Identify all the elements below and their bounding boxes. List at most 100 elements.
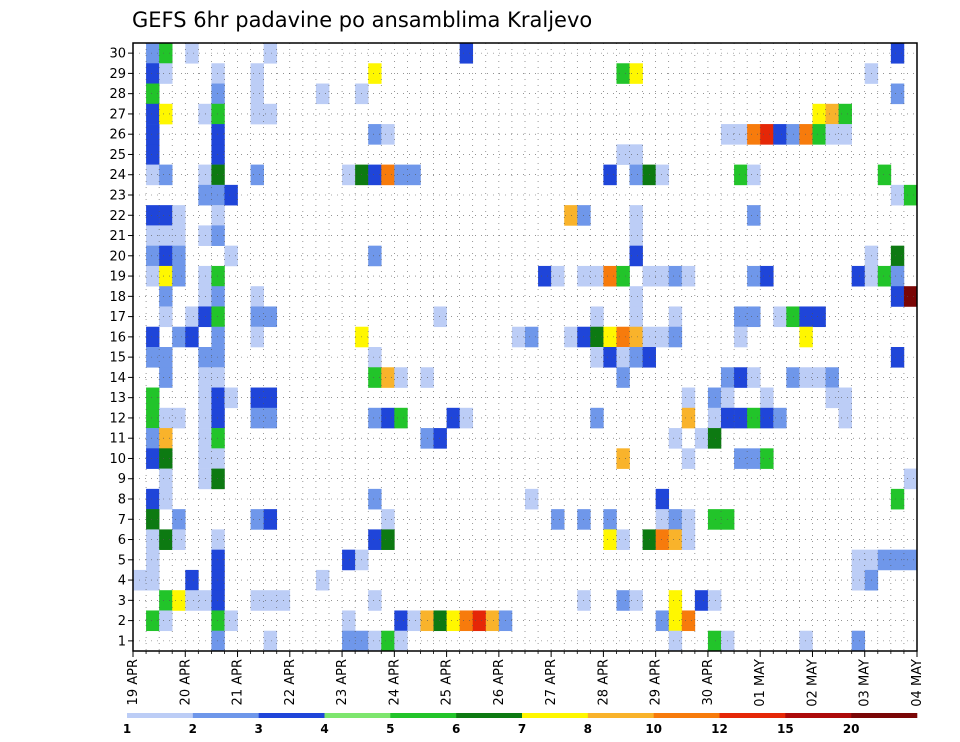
y-tick-label: 6 bbox=[118, 533, 126, 548]
heatmap-cell bbox=[629, 144, 643, 165]
heatmap-cell bbox=[590, 306, 604, 328]
heatmap-cell bbox=[185, 326, 199, 348]
heatmap-cell bbox=[694, 590, 709, 611]
heatmap-cell bbox=[668, 610, 683, 632]
y-tick-label: 14 bbox=[109, 371, 126, 386]
heatmap-cell bbox=[159, 245, 173, 267]
x-tick-label: 30 APR bbox=[701, 659, 716, 705]
heatmap-cell bbox=[485, 610, 500, 632]
heatmap-cell bbox=[773, 124, 787, 145]
heatmap-cell bbox=[368, 347, 382, 368]
heatmap-cell bbox=[629, 63, 643, 84]
heatmap-cell bbox=[851, 569, 866, 591]
heatmap-cell bbox=[616, 529, 630, 550]
heatmap-cell bbox=[185, 306, 199, 328]
heatmap-cell bbox=[172, 326, 186, 348]
heatmap-cell bbox=[616, 448, 630, 469]
y-tick-label: 27 bbox=[109, 107, 126, 122]
heatmap-cell bbox=[799, 326, 813, 348]
heatmap-cell bbox=[381, 164, 395, 186]
heatmap-cell bbox=[211, 610, 225, 632]
heatmap-cell bbox=[655, 488, 670, 510]
heatmap-cell bbox=[224, 610, 238, 632]
heatmap-cell bbox=[159, 43, 173, 64]
x-axis: 19 APR 20 APR 21 APR 22 APR 23 APR 24 APR 25 A… bbox=[126, 651, 925, 707]
legend-level-label: 6 bbox=[452, 722, 460, 736]
heatmap-cell bbox=[146, 488, 160, 510]
heatmap-cell bbox=[211, 124, 225, 145]
heatmap-cell bbox=[668, 326, 683, 348]
heatmap-cell bbox=[250, 286, 264, 307]
y-tick-label: 29 bbox=[109, 67, 126, 82]
heatmap-cell bbox=[407, 610, 421, 632]
heatmap-cell bbox=[159, 448, 173, 469]
heatmap-cell bbox=[851, 549, 866, 571]
legend-color-swatch bbox=[785, 713, 852, 718]
heatmap-cell bbox=[747, 164, 761, 186]
heatmap-cell bbox=[224, 245, 238, 267]
legend-level-label: 8 bbox=[584, 722, 592, 736]
heatmap-cell bbox=[590, 265, 604, 287]
heatmap-cell bbox=[250, 407, 264, 429]
heatmap-cell bbox=[211, 529, 225, 550]
heatmap-cell bbox=[812, 306, 826, 328]
heatmap-cell bbox=[211, 265, 225, 287]
x-tick-label: 25 APR bbox=[440, 659, 455, 705]
heatmap-cell bbox=[603, 164, 617, 186]
heatmap-cell bbox=[838, 387, 852, 409]
heatmap-cell bbox=[616, 144, 630, 165]
heatmap-cell bbox=[368, 367, 382, 388]
heatmap-cell bbox=[368, 407, 382, 429]
heatmap-cell bbox=[707, 590, 722, 611]
heatmap-cell bbox=[250, 103, 264, 125]
y-tick-label: 11 bbox=[109, 432, 126, 447]
heatmap-cell bbox=[433, 610, 447, 632]
heatmap-cell bbox=[159, 529, 173, 550]
heatmap-cell bbox=[681, 529, 696, 550]
heatmap-cell bbox=[616, 326, 630, 348]
heatmap-cell bbox=[146, 529, 160, 550]
heatmap-cell bbox=[250, 63, 264, 84]
heatmap-cell bbox=[629, 164, 643, 186]
heatmap-cell bbox=[668, 428, 683, 449]
heatmap-cell bbox=[707, 428, 722, 449]
heatmap-cell bbox=[159, 468, 173, 490]
y-tick-label: 10 bbox=[109, 452, 126, 467]
heatmap-cell bbox=[734, 367, 748, 388]
heatmap-cell bbox=[146, 407, 160, 429]
heatmap-cell bbox=[211, 630, 225, 652]
heatmap-cell bbox=[146, 448, 160, 469]
heatmap-cell bbox=[159, 488, 173, 510]
y-tick-label: 18 bbox=[109, 290, 126, 305]
x-tick-label: 03 MAY bbox=[858, 659, 873, 707]
legend-level-label: 20 bbox=[843, 722, 860, 736]
heatmap-cell bbox=[211, 103, 225, 125]
heatmap-cell bbox=[903, 184, 918, 206]
heatmap-cell bbox=[629, 347, 643, 368]
heatmap-cell bbox=[368, 529, 382, 550]
heatmap-cell bbox=[603, 326, 617, 348]
heatmap-cell bbox=[838, 407, 852, 429]
heatmap-cell bbox=[629, 306, 643, 328]
y-tick-label: 16 bbox=[109, 330, 126, 345]
heatmap-cell bbox=[760, 387, 774, 409]
heatmap-cell bbox=[760, 124, 774, 145]
heatmap-cell bbox=[159, 428, 173, 449]
heatmap-cell bbox=[903, 286, 918, 307]
heatmap-cell bbox=[812, 103, 826, 125]
heatmap-cell bbox=[211, 164, 225, 186]
heatmap-cell bbox=[211, 286, 225, 307]
legend-level-label: 3 bbox=[254, 722, 262, 736]
heatmap-cell bbox=[590, 407, 604, 429]
heatmap-cell bbox=[903, 549, 918, 571]
heatmap-cell bbox=[799, 306, 813, 328]
heatmap-cell bbox=[459, 43, 474, 64]
heatmap-cell bbox=[825, 367, 839, 388]
heatmap-cell bbox=[825, 387, 839, 409]
heatmap-cell bbox=[655, 610, 670, 632]
legend-color-swatch bbox=[456, 713, 523, 718]
y-tick-label: 20 bbox=[109, 249, 126, 264]
y-tick-label: 7 bbox=[118, 513, 126, 528]
heatmap-cell bbox=[734, 448, 748, 469]
y-tick-label: 25 bbox=[109, 148, 126, 163]
